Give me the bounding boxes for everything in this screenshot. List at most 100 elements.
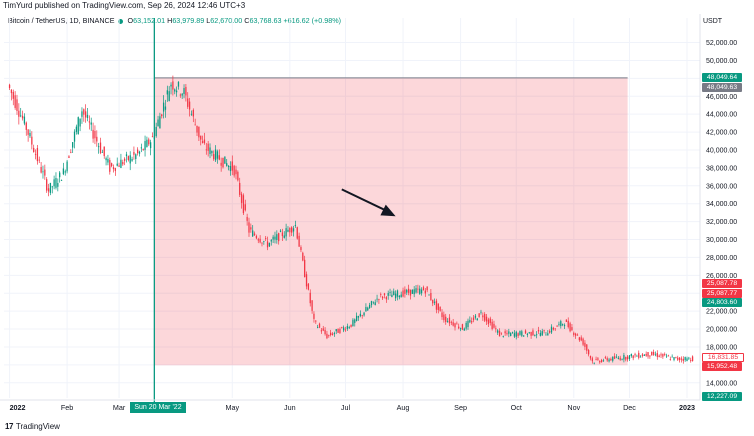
candle-body	[307, 283, 310, 290]
candle-body	[183, 88, 185, 95]
candle-body	[439, 306, 441, 311]
candle-body	[461, 324, 464, 330]
price-tag: 25,087.78	[702, 279, 742, 288]
candle-body	[647, 352, 649, 357]
tradingview-brand[interactable]: 17 TradingView	[5, 422, 60, 431]
close-label: C	[244, 16, 250, 25]
candle-body	[602, 360, 605, 362]
candle-body	[508, 331, 510, 334]
price-chart[interactable]: 14,000.0016,000.0018,000.0020,000.0022,0…	[0, 0, 754, 420]
price-tick-label: 44,000.00	[706, 112, 737, 119]
candle-body	[18, 110, 20, 117]
candle-body	[552, 327, 555, 330]
candle-body	[16, 99, 18, 111]
candle-body	[495, 328, 497, 330]
candle-body	[591, 358, 594, 362]
candle-body	[465, 322, 467, 329]
candle-body	[664, 354, 666, 355]
candle-body	[55, 177, 57, 188]
candle-body	[352, 319, 354, 327]
candle-body	[357, 316, 360, 318]
candle-body	[450, 321, 452, 323]
candle-body	[686, 358, 688, 362]
short-position-zone	[154, 77, 628, 366]
price-tick-label: 52,000.00	[706, 40, 737, 47]
publisher-text: TimYurd published on TradingView.com, Se…	[3, 1, 246, 10]
candle-body	[198, 126, 200, 138]
high-value: 63,979.89	[172, 16, 205, 25]
candle-body	[600, 359, 603, 363]
candle-body	[613, 356, 616, 359]
candle-body	[428, 294, 430, 296]
candle-body	[96, 136, 98, 142]
candle-body	[240, 193, 243, 203]
candle-body	[265, 238, 267, 239]
candle-body	[662, 353, 664, 357]
candle-body	[218, 155, 220, 160]
candle-body	[677, 357, 679, 360]
candle-body	[541, 331, 543, 336]
candle-body	[313, 313, 315, 319]
candle-body	[420, 289, 423, 294]
candle-body	[519, 331, 521, 335]
currency-label[interactable]: USDT	[703, 18, 723, 25]
candle-body	[298, 235, 300, 247]
candle-body	[680, 358, 683, 360]
candle-body	[70, 152, 72, 153]
candle-body	[309, 292, 311, 304]
candle-body	[549, 331, 551, 333]
time-tick-label: Nov	[567, 403, 580, 412]
time-tick-label: 2023	[679, 403, 695, 412]
candle-body	[374, 302, 376, 305]
ohlc-legend: Bitcoin / TetherUS, 1D, BINANCE O63,152.…	[8, 16, 341, 25]
candle-body	[62, 168, 65, 175]
candle-body	[34, 154, 37, 156]
candle-body	[116, 163, 118, 166]
candle-body	[73, 131, 76, 142]
candle-body	[140, 147, 142, 149]
candle-body	[83, 109, 85, 115]
candle-body	[376, 298, 378, 300]
candle-body	[209, 147, 211, 154]
candle-body	[554, 328, 556, 330]
candle-body	[556, 325, 558, 327]
price-tick-label: 46,000.00	[706, 94, 737, 101]
candle-body	[474, 315, 477, 318]
candle-body	[296, 227, 298, 239]
candle-body	[372, 301, 374, 303]
candle-body	[569, 323, 571, 332]
candle-body	[656, 353, 658, 357]
trend-arrow-head-icon	[380, 204, 396, 217]
candle-body	[415, 288, 417, 293]
candle-body	[363, 312, 365, 316]
candle-body	[472, 317, 475, 321]
open-label: O	[127, 16, 134, 25]
candle-body	[524, 330, 527, 334]
time-tick-label: Sep	[454, 403, 467, 412]
candle-body	[86, 114, 89, 119]
candle-body	[259, 238, 261, 243]
candle-body	[361, 315, 363, 316]
candle-body	[409, 289, 412, 296]
candle-body	[443, 314, 445, 321]
candle-body	[634, 354, 636, 356]
candle-body	[625, 357, 627, 360]
candle-body	[669, 359, 671, 361]
symbol-label[interactable]: Bitcoin / TetherUS, 1D, BINANCE	[8, 16, 115, 25]
time-axis: 2022 Feb Mar May Jun Jul Aug Sep Oct Nov Dec 2023	[10, 403, 695, 412]
candle-body	[652, 352, 655, 355]
candle-body	[435, 300, 438, 310]
candle-body	[675, 356, 677, 358]
candle-body	[114, 168, 117, 171]
brand-name: TradingView	[15, 422, 60, 431]
candle-body	[317, 326, 319, 328]
price-tick-label: 50,000.00	[706, 58, 737, 65]
candle-body	[133, 151, 135, 155]
candle-body	[578, 337, 581, 341]
candle-body	[291, 227, 293, 233]
candle-body	[155, 126, 157, 137]
candle-body	[272, 236, 274, 240]
candle-body	[532, 330, 534, 336]
candle-body	[227, 165, 230, 167]
candle-body	[370, 301, 373, 306]
